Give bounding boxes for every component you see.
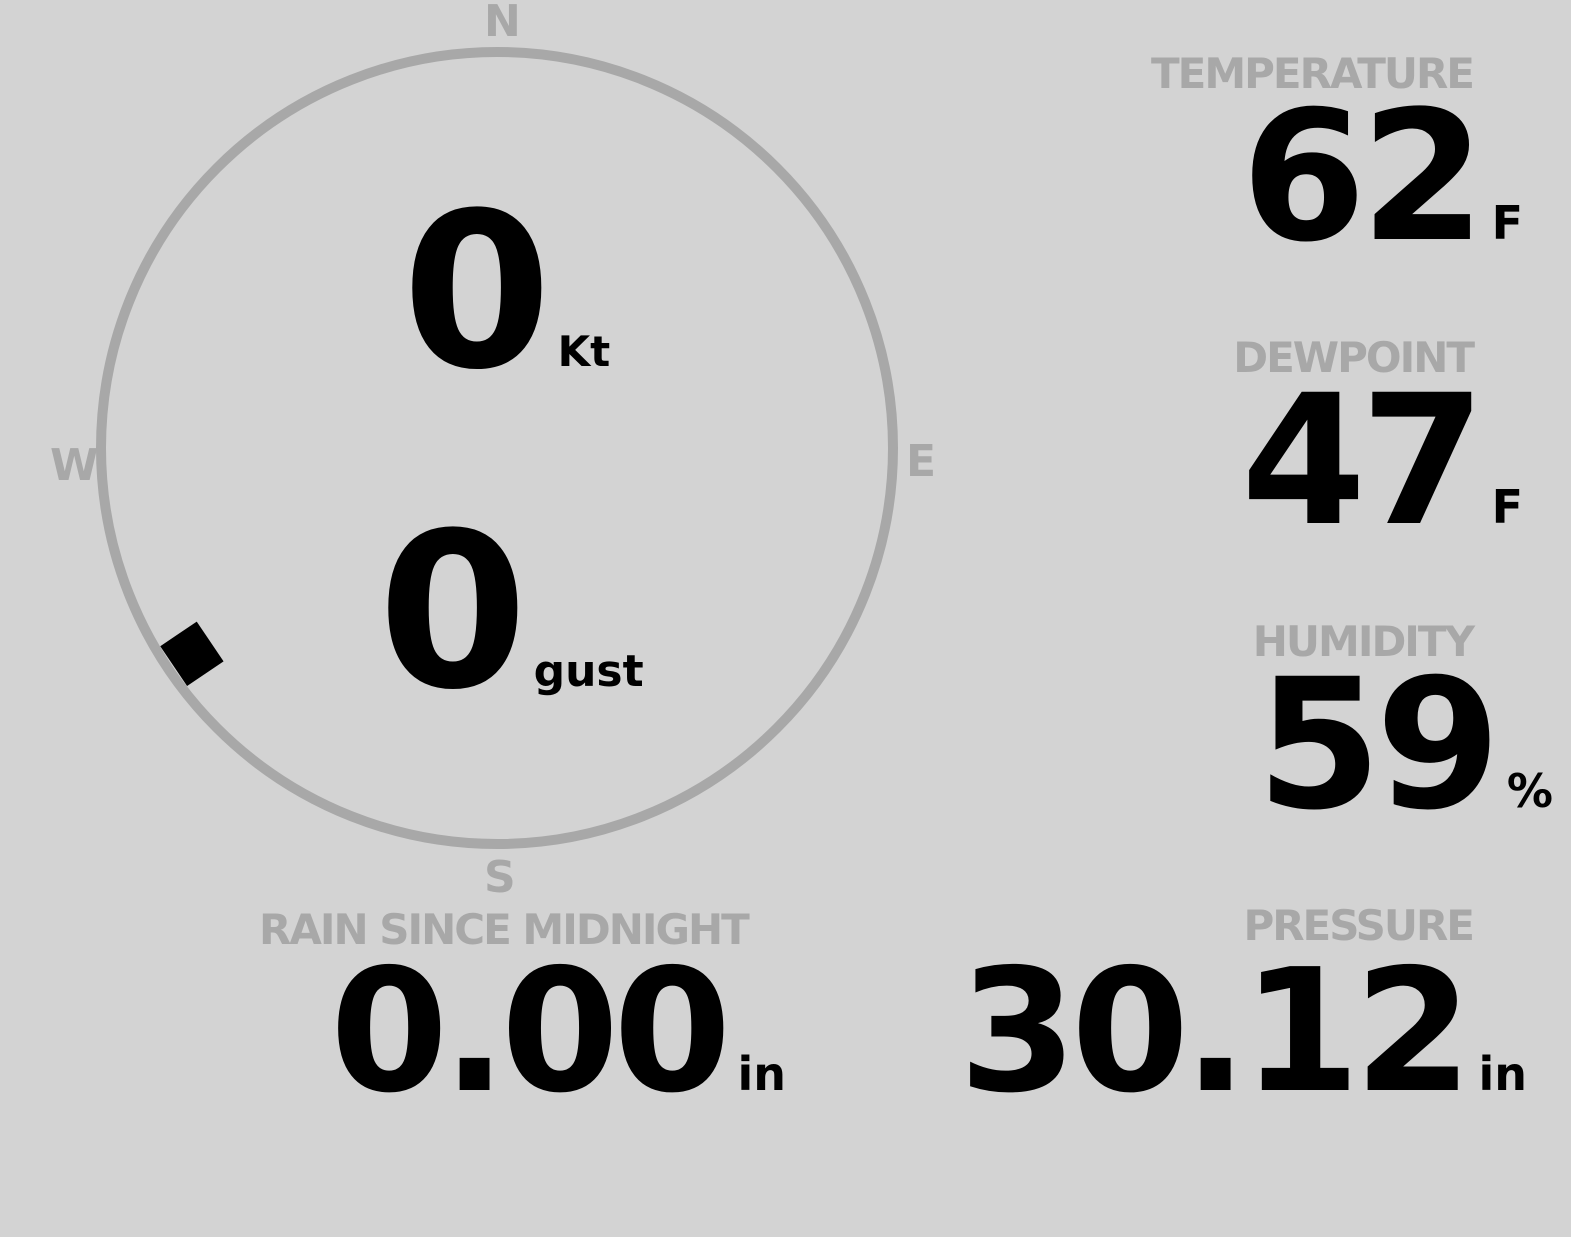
temperature-row: 62 F [1241,73,1523,282]
rain-value: 0.00 [330,933,731,1131]
dewpoint-row: 47 F [1241,357,1523,566]
rain-row: 0.00 in [330,933,786,1131]
wind-gust-value: 0 [378,486,528,737]
pressure-row: 30.12 in [958,933,1527,1131]
wind-gust-unit: gust [533,646,644,697]
rain-unit: in [737,1047,786,1101]
dewpoint-value: 47 [1241,357,1485,566]
wind-speed-unit: Kt [557,327,611,376]
pressure-label: PRESSURE [1243,901,1475,950]
temperature-label: TEMPERATURE [1151,49,1475,98]
compass-ring [96,47,898,849]
temperature-unit: F [1491,196,1523,250]
dewpoint-label: DEWPOINT [1233,333,1475,382]
compass-north: N [484,0,521,47]
dewpoint-unit: F [1491,480,1523,534]
wind-speed-row: 0 Kt [402,166,611,417]
wind-speed-value: 0 [402,166,552,417]
compass-south: S [484,852,516,903]
humidity-value: 59 [1256,641,1500,850]
temperature-value: 62 [1241,73,1485,282]
humidity-row: 59 % [1256,641,1553,850]
compass-dial [96,47,898,849]
wind-gust-row: 0 gust [378,486,644,737]
wind-direction-marker [160,621,224,686]
humidity-unit: % [1506,764,1553,818]
pressure-unit: in [1478,1047,1527,1101]
compass-west: W [50,440,99,491]
humidity-label: HUMIDITY [1252,617,1475,666]
rain-label: RAIN SINCE MIDNIGHT [259,905,750,954]
pressure-value: 30.12 [958,933,1473,1131]
compass-east: E [906,436,937,487]
